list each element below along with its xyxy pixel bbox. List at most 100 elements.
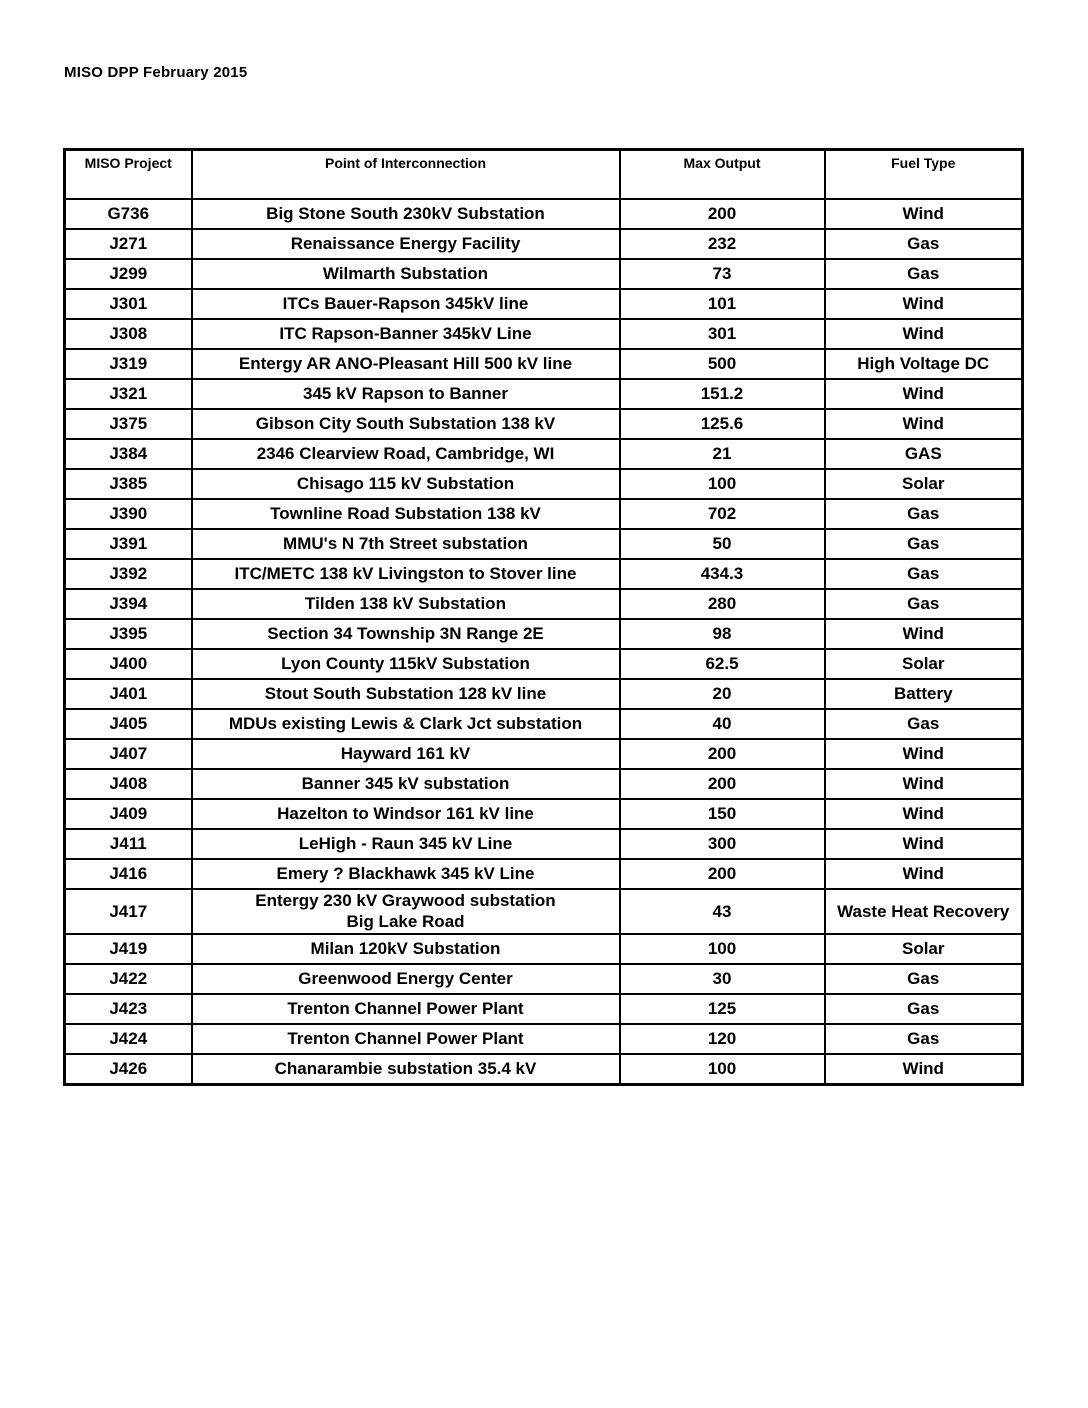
cell-miso-project: J375 (63, 408, 193, 441)
cell-max-output: 30 (618, 963, 826, 996)
cell-point-of-interconnection: ITCs Bauer-Rapson 345kV line (190, 288, 621, 321)
cell-max-output: 125.6 (618, 408, 826, 441)
cell-point-of-interconnection: MMU's N 7th Street substation (190, 528, 621, 561)
table-row: J407 Hayward 161 kV 200 Wind (63, 738, 1024, 771)
cell-point-of-interconnection: 2346 Clearview Road, Cambridge, WI (190, 438, 621, 471)
cell-max-output: 40 (618, 708, 826, 741)
cell-max-output: 43 (618, 888, 826, 936)
cell-miso-project: J299 (63, 258, 193, 291)
table-row: J301 ITCs Bauer-Rapson 345kV line 101 Wi… (63, 288, 1024, 321)
cell-fuel-type: GAS (823, 438, 1024, 471)
table-row: J409 Hazelton to Windsor 161 kV line 150… (63, 798, 1024, 831)
cell-miso-project: J417 (63, 888, 193, 936)
cell-fuel-type: Wind (823, 798, 1024, 831)
cell-fuel-type: Gas (823, 588, 1024, 621)
cell-max-output: 300 (618, 828, 826, 861)
table-row: G736 Big Stone South 230kV Substation 20… (63, 198, 1024, 231)
cell-point-of-interconnection: Emery ? Blackhawk 345 kV Line (190, 858, 621, 891)
cell-fuel-type: Gas (823, 258, 1024, 291)
table-row: J408 Banner 345 kV substation 200 Wind (63, 768, 1024, 801)
cell-point-of-interconnection: Greenwood Energy Center (190, 963, 621, 996)
table-row: J417 Entergy 230 kV Graywood substation B… (63, 888, 1024, 936)
cell-fuel-type: Wind (823, 288, 1024, 321)
header-miso-project: MISO Project (63, 148, 193, 201)
cell-point-of-interconnection: Big Stone South 230kV Substation (190, 198, 621, 231)
cell-fuel-type: Wind (823, 378, 1024, 411)
cell-fuel-type: Wind (823, 318, 1024, 351)
cell-max-output: 73 (618, 258, 826, 291)
table-row: J319 Entergy AR ANO-Pleasant Hill 500 kV… (63, 348, 1024, 381)
cell-fuel-type: Wind (823, 828, 1024, 861)
header-fuel-type: Fuel Type (823, 148, 1024, 201)
table-row: J385 Chisago 115 kV Substation 100 Solar (63, 468, 1024, 501)
cell-miso-project: J401 (63, 678, 193, 711)
cell-point-of-interconnection: ITC/METC 138 kV Livingston to Stover lin… (190, 558, 621, 591)
cell-max-output: 98 (618, 618, 826, 651)
cell-max-output: 120 (618, 1023, 826, 1056)
cell-fuel-type: Gas (823, 1023, 1024, 1056)
cell-point-of-interconnection: Renaissance Energy Facility (190, 228, 621, 261)
table-row: J423 Trenton Channel Power Plant 125 Gas (63, 993, 1024, 1026)
cell-max-output: 50 (618, 528, 826, 561)
cell-point-of-interconnection: Tilden 138 kV Substation (190, 588, 621, 621)
cell-miso-project: J424 (63, 1023, 193, 1056)
header-point-of-interconnection: Point of Interconnection (190, 148, 621, 201)
cell-miso-project: J301 (63, 288, 193, 321)
cell-point-of-interconnection: Section 34 Township 3N Range 2E (190, 618, 621, 651)
cell-max-output: 125 (618, 993, 826, 1026)
table-row: J424 Trenton Channel Power Plant 120 Gas (63, 1023, 1024, 1056)
cell-miso-project: J308 (63, 318, 193, 351)
table-row: J419 Milan 120kV Substation 100 Solar (63, 933, 1024, 966)
cell-miso-project: J411 (63, 828, 193, 861)
cell-miso-project: J426 (63, 1053, 193, 1086)
cell-miso-project: J390 (63, 498, 193, 531)
cell-miso-project: J391 (63, 528, 193, 561)
table-header: MISO Project Point of Interconnection Ma… (63, 148, 1024, 201)
cell-point-of-interconnection: Entergy 230 kV Graywood substation Big La… (190, 888, 621, 936)
cell-fuel-type: Gas (823, 498, 1024, 531)
table-header-row: MISO Project Point of Interconnection Ma… (63, 148, 1024, 201)
cell-max-output: 100 (618, 933, 826, 966)
table-row: J390 Townline Road Substation 138 kV 702… (63, 498, 1024, 531)
table-row: J411 LeHigh - Raun 345 kV Line 300 Wind (63, 828, 1024, 861)
cell-fuel-type: Wind (823, 738, 1024, 771)
cell-point-of-interconnection: Hayward 161 kV (190, 738, 621, 771)
cell-miso-project: J319 (63, 348, 193, 381)
cell-miso-project: J385 (63, 468, 193, 501)
cell-point-of-interconnection: Hazelton to Windsor 161 kV line (190, 798, 621, 831)
cell-miso-project: J422 (63, 963, 193, 996)
table-row: J375 Gibson City South Substation 138 kV… (63, 408, 1024, 441)
table-row: J391 MMU's N 7th Street substation 50 Ga… (63, 528, 1024, 561)
cell-point-of-interconnection: LeHigh - Raun 345 kV Line (190, 828, 621, 861)
cell-max-output: 100 (618, 468, 826, 501)
cell-max-output: 200 (618, 198, 826, 231)
cell-max-output: 151.2 (618, 378, 826, 411)
cell-max-output: 150 (618, 798, 826, 831)
cell-miso-project: J409 (63, 798, 193, 831)
cell-fuel-type: Solar (823, 468, 1024, 501)
cell-miso-project: J405 (63, 708, 193, 741)
cell-max-output: 280 (618, 588, 826, 621)
cell-miso-project: J400 (63, 648, 193, 681)
cell-fuel-type: Gas (823, 528, 1024, 561)
cell-point-of-interconnection: 345 kV Rapson to Banner (190, 378, 621, 411)
cell-miso-project: J408 (63, 768, 193, 801)
cell-fuel-type: Solar (823, 648, 1024, 681)
table-row: J426 Chanarambie substation 35.4 kV 100 … (63, 1053, 1024, 1086)
cell-miso-project: J271 (63, 228, 193, 261)
cell-point-of-interconnection: Stout South Substation 128 kV line (190, 678, 621, 711)
cell-fuel-type: Gas (823, 963, 1024, 996)
cell-fuel-type: Gas (823, 558, 1024, 591)
cell-point-of-interconnection: Trenton Channel Power Plant (190, 993, 621, 1026)
cell-miso-project: J392 (63, 558, 193, 591)
cell-fuel-type: Gas (823, 708, 1024, 741)
table-row: J405 MDUs existing Lewis & Clark Jct sub… (63, 708, 1024, 741)
table-row: J384 2346 Clearview Road, Cambridge, WI … (63, 438, 1024, 471)
table-row: J416 Emery ? Blackhawk 345 kV Line 200 W… (63, 858, 1024, 891)
interconnection-table: MISO Project Point of Interconnection Ma… (63, 148, 1024, 1087)
cell-max-output: 200 (618, 768, 826, 801)
table-row: J401 Stout South Substation 128 kV line … (63, 678, 1024, 711)
cell-fuel-type: Wind (823, 618, 1024, 651)
cell-point-of-interconnection: Gibson City South Substation 138 kV (190, 408, 621, 441)
cell-max-output: 20 (618, 678, 826, 711)
